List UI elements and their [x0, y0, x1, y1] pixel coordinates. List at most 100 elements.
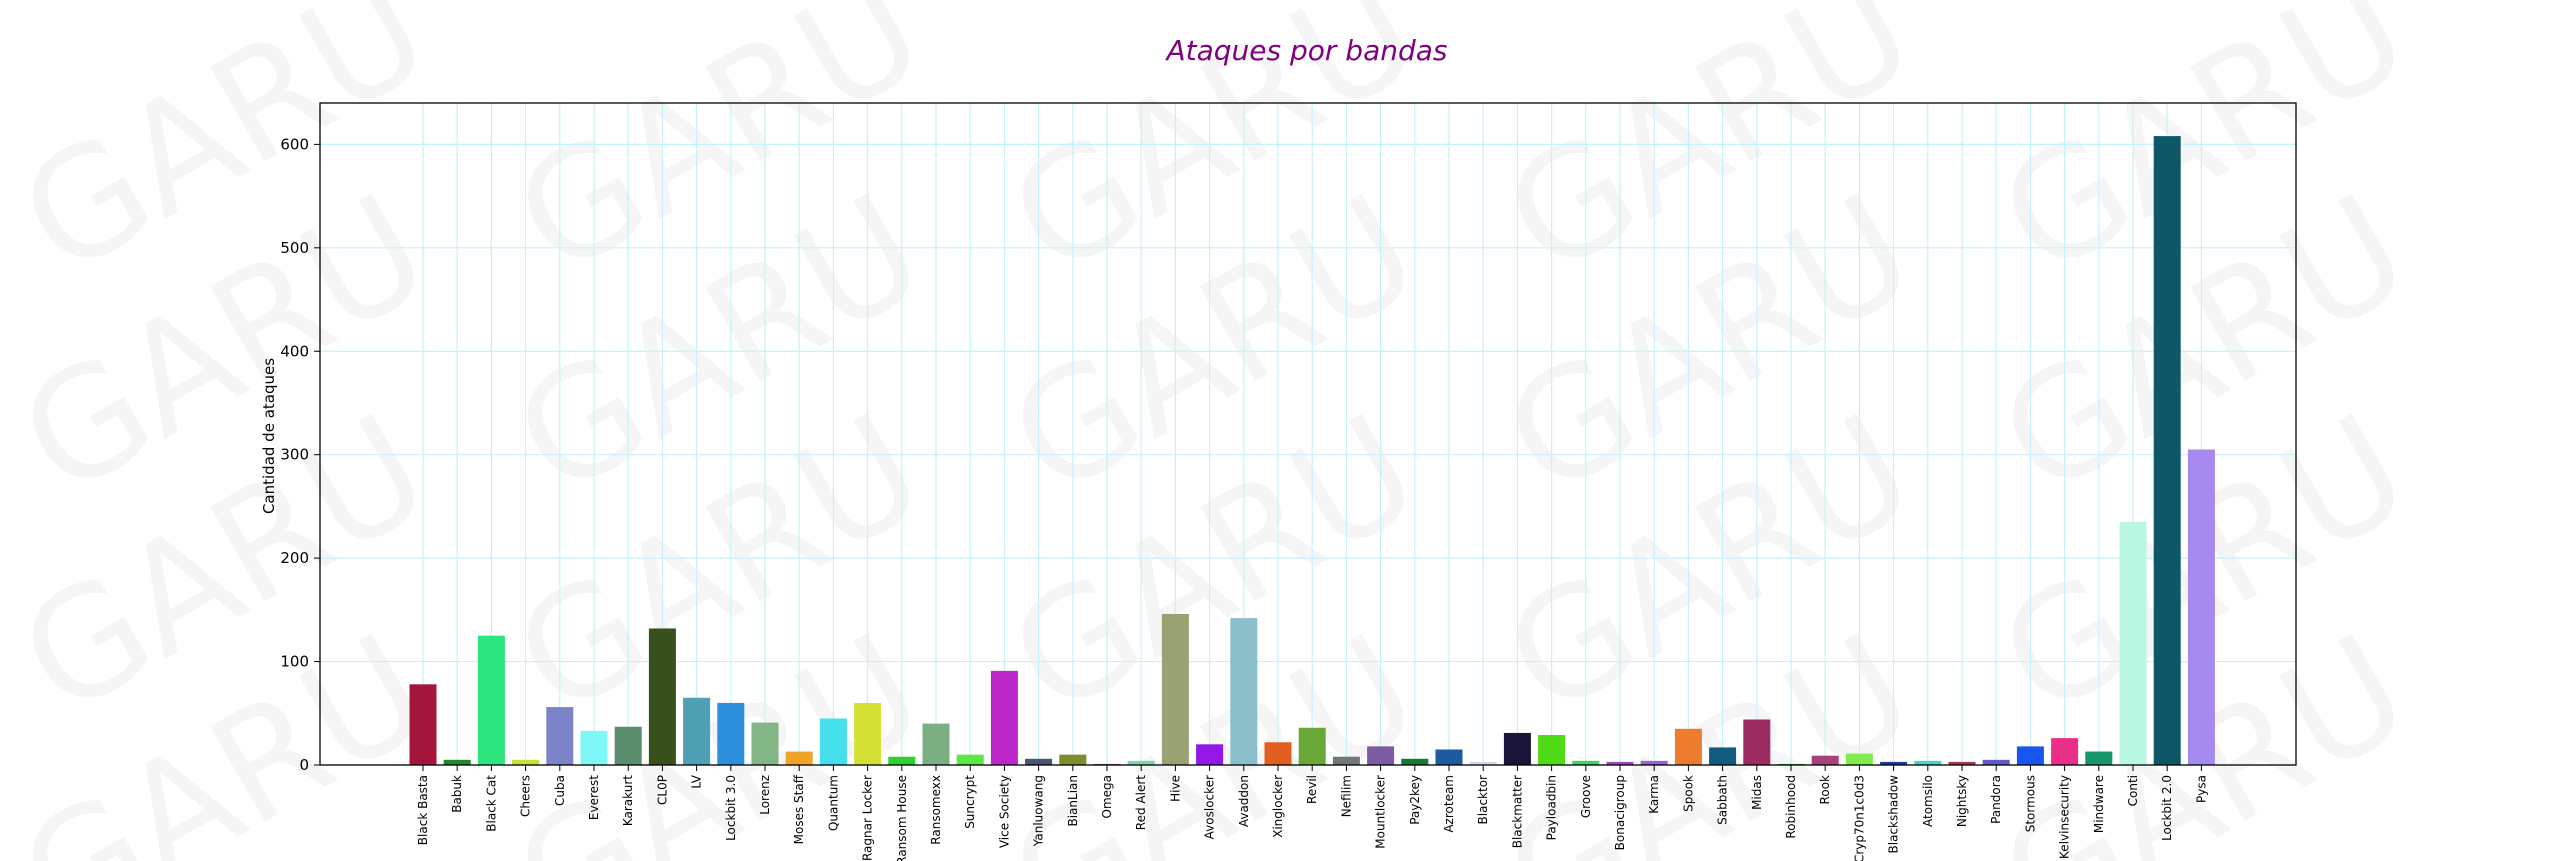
- x-tick-label: Babuk: [450, 775, 464, 813]
- bar: [2187, 449, 2215, 765]
- x-axis: Black Basta Babuk Black Cat Cheers Cuba Evere…: [416, 765, 2208, 861]
- x-tick-label: Blacktor: [1476, 775, 1490, 825]
- bar: [2119, 521, 2147, 765]
- x-tick-label: Nightsky: [1955, 775, 1969, 827]
- x-tick-label: Revil: [1305, 775, 1319, 804]
- x-tick-label: Xinglocker: [1271, 775, 1285, 838]
- y-axis-label: Cantidad de ataques: [260, 358, 278, 514]
- y-axis: 0 100 200 300 400 500 600: [280, 135, 320, 774]
- x-tick-label: Cheers: [519, 775, 533, 817]
- bar: [1606, 761, 1634, 765]
- x-tick-label: Quantum: [826, 775, 840, 831]
- bar: [854, 702, 882, 765]
- plot-frame: [319, 102, 2297, 766]
- x-tick-label: Ransomexx: [929, 775, 943, 845]
- bar: [1059, 754, 1087, 765]
- x-tick-label: Atomsilo: [1921, 775, 1935, 827]
- bar: [990, 670, 1018, 765]
- bar: [751, 722, 779, 765]
- bar: [1709, 747, 1737, 765]
- x-tick-label: Sabbath: [1716, 775, 1730, 825]
- y-tick-label: 500: [280, 239, 309, 257]
- x-tick-label: Kelvinsecurity: [2058, 775, 2072, 859]
- x-tick-label: Lorenz: [758, 775, 772, 815]
- x-tick-label: Karma: [1647, 775, 1661, 814]
- x-tick-label: Avoslocker: [1203, 775, 1217, 839]
- bar: [2051, 738, 2079, 765]
- x-tick-label: Robinhood: [1784, 775, 1798, 839]
- bar: [1811, 755, 1839, 765]
- bar: [2085, 751, 2113, 765]
- bar: [546, 707, 574, 765]
- x-tick-label: Groove: [1579, 775, 1593, 818]
- x-tick-label: Lockbit 2.0: [2160, 775, 2174, 841]
- y-tick-label: 100: [280, 653, 309, 671]
- bar: [1264, 742, 1292, 765]
- bar: [1538, 735, 1566, 765]
- bar: [2153, 136, 2181, 766]
- bar: [888, 756, 916, 765]
- x-tick-label: Mountlocker: [1374, 775, 1388, 849]
- bar: [785, 751, 813, 765]
- x-tick-label: Moses Staff: [792, 774, 806, 844]
- x-tick-label: Lockbit 3.0: [724, 775, 738, 841]
- x-tick-label: LV: [690, 774, 704, 788]
- x-tick-label: Hive: [1168, 775, 1182, 802]
- bar: [1469, 761, 1497, 765]
- bar: [1982, 759, 2010, 765]
- bar: [1298, 727, 1326, 765]
- bar: [2016, 746, 2044, 765]
- x-tick-label: Ragnar Locker: [861, 775, 875, 861]
- bar: [717, 702, 745, 765]
- x-tick-label: Stormous: [2023, 775, 2037, 832]
- bar: [683, 697, 711, 765]
- x-tick-label: Pay2key: [1408, 775, 1422, 825]
- bar: [1845, 753, 1873, 765]
- bar: [477, 635, 505, 765]
- x-tick-label: Everest: [587, 775, 601, 820]
- x-tick-label: Black Cat: [484, 775, 498, 832]
- chart-title: Ataques por bandas: [1164, 34, 1447, 67]
- bar: [614, 726, 642, 765]
- x-tick-label: Cuba: [553, 775, 567, 806]
- y-tick-label: 300: [280, 446, 309, 464]
- x-tick-label: Midas: [1750, 775, 1764, 810]
- x-tick-label: Ransom House: [895, 775, 909, 861]
- bar: [1332, 756, 1360, 765]
- x-tick-label: CL0P: [655, 775, 669, 805]
- bar: [1674, 728, 1702, 765]
- x-tick-label: BianLian: [1066, 775, 1080, 827]
- bar: [648, 628, 676, 765]
- x-tick-label: Avaddon: [1237, 775, 1251, 827]
- bar: [1025, 758, 1053, 765]
- bar: [580, 730, 608, 765]
- x-tick-label: Omega: [1100, 775, 1114, 819]
- x-tick-label: Karakurt: [621, 775, 635, 826]
- x-tick-label: Cryp70n1c0d3: [1852, 775, 1866, 861]
- y-tick-label: 200: [280, 549, 309, 567]
- bar: [409, 684, 437, 765]
- bar: [1401, 758, 1429, 765]
- bar: [1161, 613, 1189, 765]
- bar: [1230, 618, 1258, 765]
- x-tick-label: Black Basta: [416, 775, 430, 845]
- x-tick-label: Conti: [2126, 775, 2140, 806]
- bar: [1196, 744, 1224, 765]
- x-tick-label: Mindware: [2092, 775, 2106, 833]
- x-tick-label: Pandora: [1989, 775, 2003, 824]
- bar: [443, 759, 471, 765]
- x-tick-label: Nefilim: [1339, 775, 1353, 817]
- x-tick-label: Blackmatter: [1510, 775, 1524, 848]
- bar: [1127, 760, 1155, 765]
- bar: [512, 759, 540, 765]
- y-tick-label: 600: [280, 135, 309, 153]
- x-tick-label: Payloadbin: [1545, 775, 1559, 840]
- bar: [1914, 760, 1942, 765]
- y-tick-label: 0: [299, 756, 309, 774]
- x-tick-label: Blackshadow: [1887, 775, 1901, 854]
- bar: [1572, 760, 1600, 765]
- x-tick-label: Suncrypt: [963, 775, 977, 829]
- x-tick-label: Vice Society: [997, 775, 1011, 848]
- bar: [1948, 761, 1976, 765]
